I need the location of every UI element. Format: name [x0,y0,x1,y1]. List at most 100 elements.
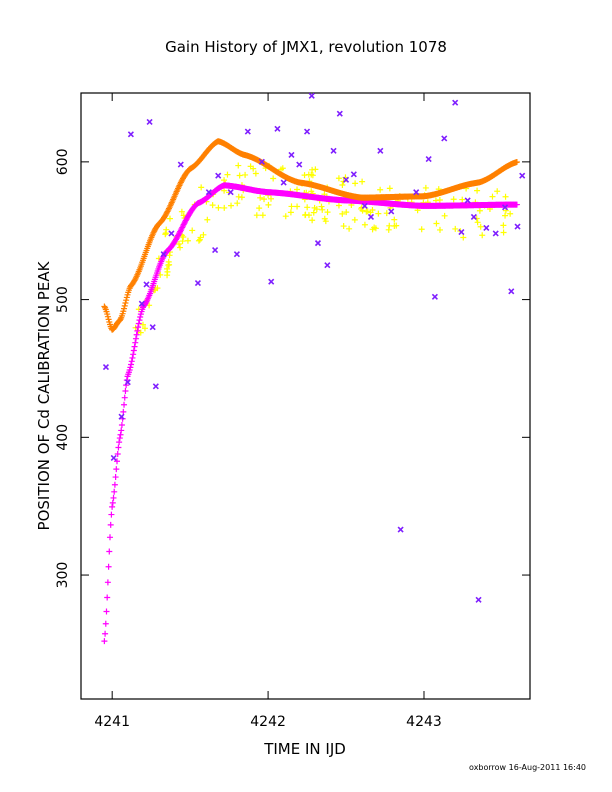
yellow-sample-mark [321,215,328,222]
data-point-x-marker [425,156,432,163]
data-point-x-marker [519,172,526,179]
yellow-sample-mark [386,222,393,229]
magenta-track-mark [132,335,139,342]
data-point-x-marker [475,596,482,603]
yellow-sample-mark [265,201,272,208]
yellow-sample-mark [294,186,301,193]
data-point-x-marker [377,147,384,154]
yellow-sample-mark [375,210,382,217]
yellow-sample-mark [235,162,242,169]
yellow-sample-mark [259,212,266,219]
data-point-x-marker [350,171,357,178]
magenta-track-mark [107,521,114,528]
yellow-sample-mark [221,187,228,194]
yellow-sample-mark [267,195,274,202]
yellow-sample-mark [253,212,260,219]
data-point-x-marker [492,230,499,237]
magenta-track-mark [133,331,140,338]
yellow-sample-mark [459,196,466,203]
yellow-sample-mark [198,184,205,191]
data-point-x-marker [501,204,509,211]
yellow-sample-mark [500,222,507,229]
data-point-x-marker [102,364,110,371]
yellow-sample-mark [489,193,496,200]
magenta-track-mark [109,499,116,506]
data-point-x-marker [205,189,212,196]
magenta-track-mark [116,439,123,446]
data-point-x-marker [508,288,515,295]
data-point-x-marker [303,128,311,135]
data-point-x-marker [143,281,150,288]
data-point-x-marker [168,230,175,237]
yellow-sample-mark [175,240,182,247]
data-point-x-marker [124,379,131,386]
yellow-sample-mark [309,217,316,224]
data-point-x-marker [308,92,315,99]
magenta-track-mark [513,201,520,208]
magenta-track-mark [137,313,144,320]
magenta-track-mark [126,367,133,373]
data-point-x-marker [258,158,265,165]
fitted-curves [101,138,520,645]
data-point-x-marker [361,202,368,210]
yellow-sample-mark [500,229,507,236]
data-point-x-marker [215,172,222,179]
data-points [102,92,526,603]
data-point-x-marker [397,526,404,533]
yellow-sample-mark [433,220,440,227]
data-point-x-marker [244,128,251,135]
magenta-track-mark [112,474,119,481]
x-tick-label: 4242 [250,714,286,730]
yellow-sample-mark [351,216,358,223]
plot-frame [80,92,531,700]
magenta-track-mark [127,364,134,371]
yellow-sample-mark [310,209,317,216]
yellow-sample-mark [177,244,184,251]
yellow-sample-mark [312,166,319,173]
yellow-sample-mark [257,194,264,201]
yellow-sample-mark [195,237,202,244]
x-axis-label: TIME IN IJD [263,740,346,758]
magenta-track-mark [104,579,111,586]
orange-track-mark [121,302,128,309]
yellow-sample-mark [288,203,295,210]
magenta-track-mark [131,343,138,350]
data-point-x-marker [514,223,521,230]
yellow-sample-mark [393,222,400,229]
yellow-sample-mark [139,321,146,328]
yellow-sample-mark [304,204,311,211]
orange-track-mark [123,297,130,304]
magenta-track-mark [113,466,120,473]
magenta-track-mark [135,324,142,331]
yellow-sample-mark [234,200,241,207]
magenta-track-mark [115,444,122,451]
axis-ticks: 4241 4242 4243 300 400 500 600 [55,93,530,730]
orange-track-mark [104,311,111,318]
footer-credit: oxborrow 16-Aug-2011 16:40 [469,763,586,772]
data-point-x-marker [227,189,234,196]
yellow-sample-mark [238,194,245,201]
yellow-sample-mark [180,234,187,241]
yellow-sample-mark [391,216,398,223]
yellow-sample-mark [215,204,222,211]
magenta-track-mark [106,548,113,555]
orange-track-mark [122,300,129,307]
data-point-x-marker [160,251,167,258]
orange-track-mark [513,159,520,166]
chart-title: Gain History of JMX1, revolution 1078 [165,38,447,56]
magenta-track-mark [102,630,109,637]
yellow-sample-mark [209,202,216,209]
yellow-sample-mark [363,208,370,215]
data-point-x-marker [367,213,375,221]
yellow-sample-mark [352,180,359,187]
yellow-sample-mark [287,209,294,216]
magenta-track-mark [101,638,108,645]
yellow-sample-mark [450,196,457,203]
magenta-track-mark [108,511,115,518]
yellow-sample-mark [166,261,173,268]
yellow-sample-mark [369,226,376,233]
magenta-track-mark [135,320,142,327]
yellow-sample-mark [476,207,483,214]
magenta-track-mark [134,327,141,334]
